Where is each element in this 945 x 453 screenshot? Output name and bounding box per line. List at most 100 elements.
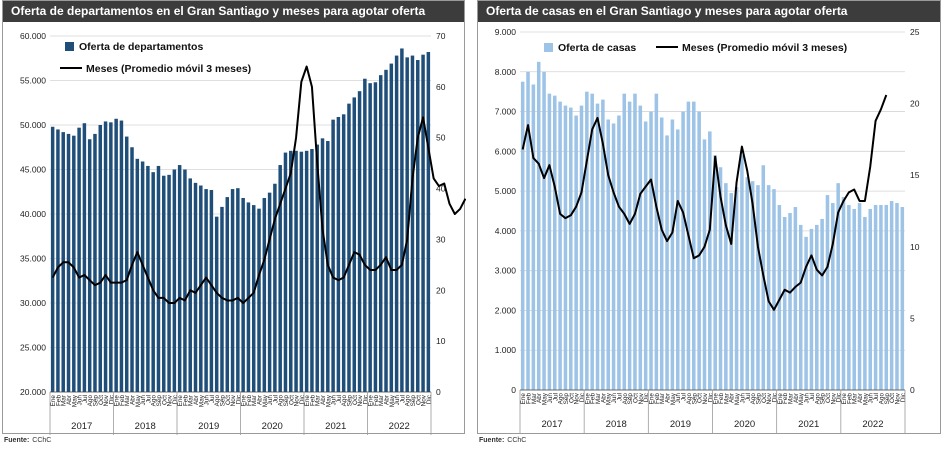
x-month-label: Jun [140,395,147,406]
data-bar [547,93,552,390]
data-bar [889,201,894,390]
y-left-tick-label: 4.000 [495,226,517,236]
data-bar [734,187,739,390]
data-bar [692,101,696,391]
data-bar [421,54,425,392]
x-month-label: Feb [846,393,853,404]
x-month-label: May [135,394,142,407]
data-bar [520,81,525,390]
x-month-label: Jul [399,395,406,403]
data-bar [654,93,659,390]
data-bar [708,131,712,390]
data-bar [410,55,415,392]
x-month-label: Oct [761,393,768,403]
x-month-label: Sep [156,395,163,407]
x-month-label: Ago [750,393,757,405]
x-month-label: Jun [77,395,84,406]
y-left-tick-label: 45.000 [20,165,46,175]
source-note: Fuente: CChC [4,437,51,444]
data-bar [782,216,787,390]
data-bar [214,216,219,392]
x-month-label: Nov [167,394,174,406]
x-year-label: 2017 [542,419,563,430]
data-bar [836,183,840,390]
x-month-label: May [389,394,396,407]
data-bar [740,155,744,390]
x-month-label: Mar [251,394,258,406]
x-month-label: Mar [852,392,859,404]
x-month-label: Oct [161,395,168,405]
data-bar [278,165,282,392]
data-bar [373,82,378,392]
data-bar [649,111,653,390]
x-month-label: Oct [632,393,639,403]
data-bar [394,55,399,392]
x-month-label: Nov [421,394,428,406]
data-bar [569,107,573,390]
x-month-label: Jul [616,393,623,401]
x-month-label: Oct [98,395,105,405]
x-month-label: Sep [755,393,762,405]
x-month-label: Nov [357,394,364,406]
y-left-tick-label: 50.000 [20,120,46,130]
data-bar [766,185,771,390]
data-bar [156,165,161,392]
x-month-label: Sep [346,395,353,407]
x-year-label: 2022 [862,419,883,430]
data-bar [251,205,256,392]
x-month-label: Abr [729,392,736,403]
y-left-tick-label: 2.000 [495,305,517,315]
data-bar [347,103,351,392]
data-bar [879,205,883,390]
data-bar [595,103,600,390]
x-month-label: Feb [246,395,253,406]
x-month-label: Oct [225,395,232,405]
y-left-tick-label: 3.000 [495,266,517,276]
x-month-label: Dic [426,394,433,404]
data-bar [378,75,383,392]
x-month-label: Ene [713,393,720,405]
x-month-label: Sep [219,395,226,407]
x-month-label: Feb [182,395,189,406]
x-month-label: Mar [124,394,131,406]
legend-label-bar: Oferta de departamentos [79,41,203,53]
x-month-label: Sep [563,393,570,405]
data-bar [590,93,594,390]
y-left-tick-label: 9.000 [495,27,517,37]
data-bar [873,205,878,390]
y-right-tick-label: 5 [910,313,915,323]
x-month-label: Jul [82,395,89,403]
data-bar [77,127,81,393]
data-bar [788,212,792,390]
data-bar [257,208,261,392]
y-right-tick-label: 20 [910,99,920,109]
x-month-label: Dic [108,394,115,404]
x-month-label: Feb [526,393,533,404]
y-right-tick-label: 10 [436,336,446,346]
x-month-label: Abr [130,394,137,405]
legend-label-line: Meses (Promedio móvil 3 meses) [86,63,251,75]
x-month-label: Nov [638,392,645,404]
data-bar [357,91,362,393]
x-month-label: Abr [320,394,327,405]
x-month-label: Ago [151,395,158,407]
x-month-label: Abr [193,394,200,405]
data-bar [352,97,357,392]
data-bar [638,105,643,390]
data-bar [659,117,664,391]
data-bar [884,205,889,390]
data-bar [579,105,584,390]
data-bar [617,115,621,390]
data-bar [697,111,701,390]
data-bar [724,183,728,390]
data-bar [310,149,314,392]
x-month-label: Abr [66,394,73,405]
x-year-label: 2020 [262,421,283,432]
data-bar [130,147,134,392]
data-bar [847,205,851,390]
x-month-label: Ene [649,393,656,405]
data-bar [702,139,707,390]
x-month-label: Sep [410,395,417,407]
y-left-tick-label: 35.000 [20,254,46,264]
x-month-label: Mar [61,394,68,406]
